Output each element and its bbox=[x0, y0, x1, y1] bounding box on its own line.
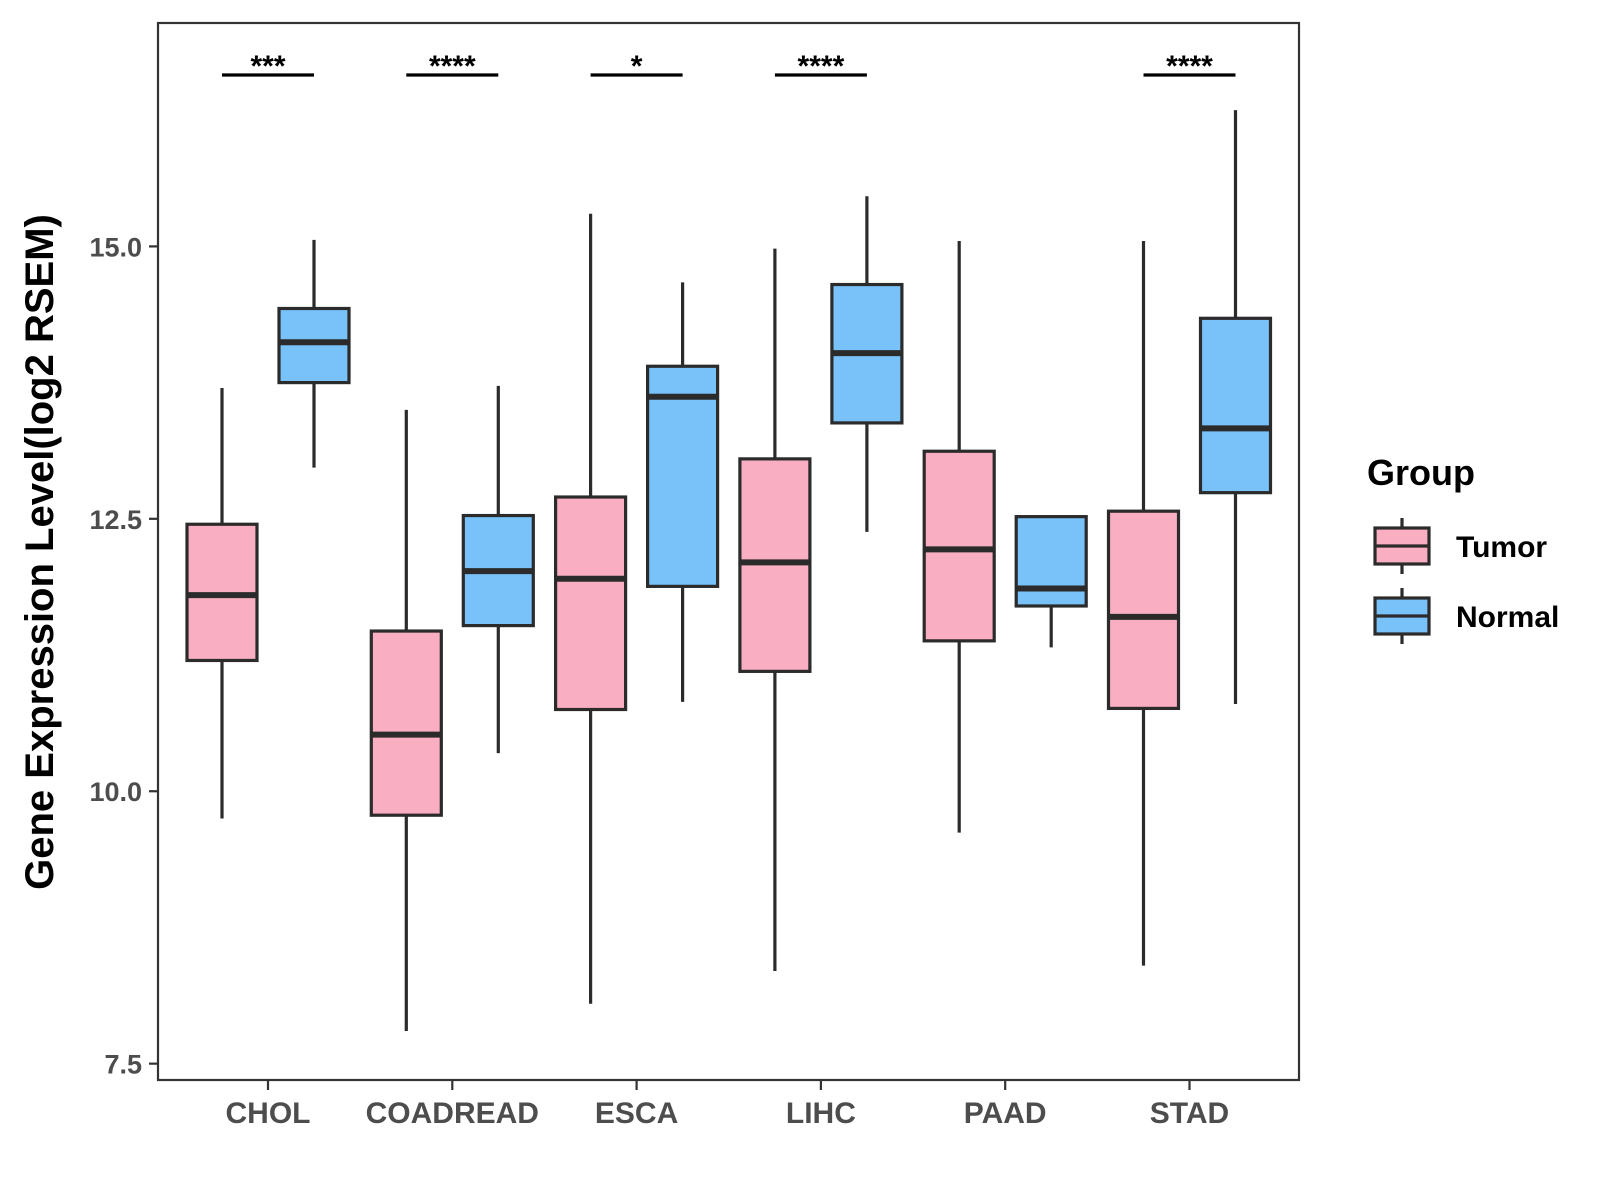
box-tumor-esca bbox=[553, 213, 628, 1004]
significance-label: **** bbox=[1166, 50, 1213, 83]
y-axis-title: Gene Expression Level(log2 RSEM) bbox=[18, 214, 62, 890]
y-tick-label: 15.0 bbox=[89, 232, 142, 262]
box-normal-lihc bbox=[830, 196, 904, 532]
y-axis: 7.5 10.0 12.5 15.0 bbox=[89, 232, 158, 1080]
y-tick-label: 12.5 bbox=[89, 505, 142, 535]
x-tick-label: ESCA bbox=[595, 1097, 678, 1130]
box-tumor-lihc bbox=[738, 248, 812, 972]
box-tumor-coadread bbox=[369, 409, 443, 1031]
legend: Group Tumor Normal bbox=[1367, 452, 1559, 644]
significance-layer: *** **** * **** **** bbox=[222, 50, 1236, 83]
y-tick-label: 10.0 bbox=[89, 777, 142, 807]
box-iqr bbox=[369, 629, 443, 817]
y-tick-label: 7.5 bbox=[104, 1050, 142, 1080]
boxes-layer bbox=[185, 110, 1273, 1031]
box-normal-esca bbox=[645, 282, 720, 702]
x-tick-label: LIHC bbox=[786, 1097, 856, 1130]
box-iqr bbox=[1106, 509, 1181, 711]
box-tumor-chol bbox=[185, 388, 259, 819]
box-normal-paad bbox=[1014, 515, 1088, 648]
box-normal-coadread bbox=[461, 385, 535, 754]
legend-label-tumor: Tumor bbox=[1456, 531, 1547, 564]
x-axis: CHOL COADREAD ESCA LIHC PAAD STAD bbox=[226, 1080, 1229, 1130]
legend-label-normal: Normal bbox=[1456, 601, 1559, 634]
box-normal-stad bbox=[1198, 110, 1273, 705]
box-iqr bbox=[553, 495, 628, 712]
box-iqr bbox=[922, 449, 996, 643]
box-iqr bbox=[1014, 515, 1088, 608]
x-tick-label: PAAD bbox=[964, 1097, 1047, 1130]
significance-label: * bbox=[631, 50, 643, 83]
significance-label: **** bbox=[429, 50, 476, 83]
box-tumor-stad bbox=[1106, 240, 1181, 966]
box-iqr bbox=[645, 364, 720, 588]
box-normal-chol bbox=[277, 239, 351, 468]
box-iqr bbox=[1198, 316, 1273, 495]
x-tick-label: COADREAD bbox=[366, 1097, 539, 1130]
x-tick-label: CHOL bbox=[226, 1097, 311, 1130]
significance-label: **** bbox=[798, 50, 845, 83]
box-tumor-paad bbox=[922, 240, 996, 833]
x-tick-label: STAD bbox=[1150, 1097, 1229, 1130]
significance-label: *** bbox=[250, 50, 285, 83]
box-iqr bbox=[277, 306, 351, 385]
legend-title: Group bbox=[1367, 452, 1475, 493]
